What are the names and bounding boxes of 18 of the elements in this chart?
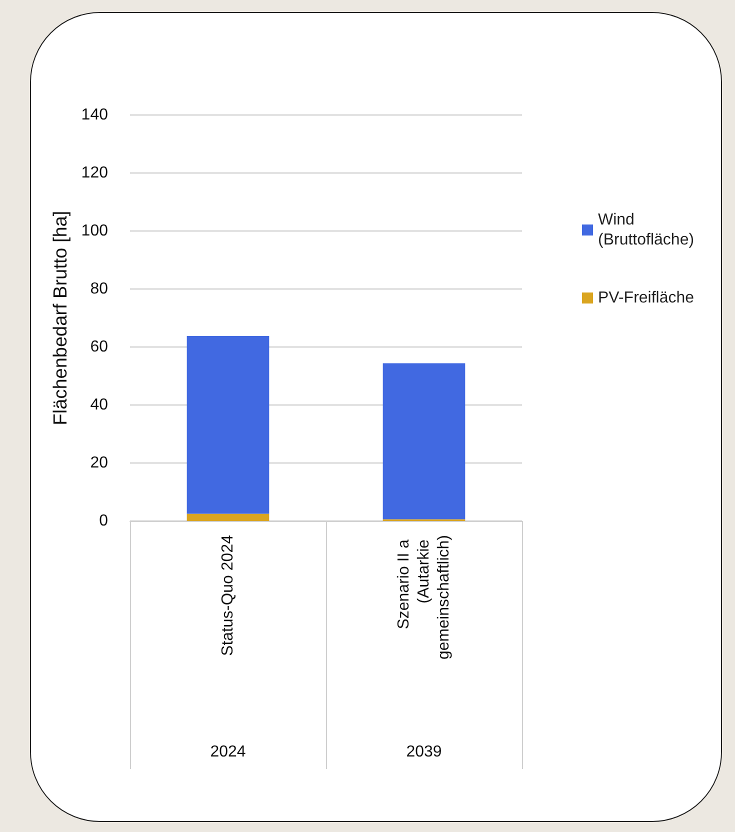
y-tick-label: 0: [99, 512, 108, 530]
y-tick-label: 140: [81, 106, 108, 124]
legend-label: PV-Freifläche: [598, 290, 694, 306]
bar: [186, 514, 270, 521]
y-tick-label: 80: [90, 280, 108, 298]
y-tick-label: 120: [81, 164, 108, 182]
legend-label: Wind (Bruttofläche): [598, 212, 694, 248]
y-axis-title: Flächenbedarf Brutto [ha]: [50, 210, 72, 426]
bar: [186, 336, 270, 514]
text: 2024: [210, 744, 246, 760]
x-tick-label: Szenario II a (Autarkie gemeinschaftlich): [396, 535, 452, 660]
y-tick-label: 60: [90, 338, 108, 356]
text: 2039: [406, 744, 442, 760]
y-tick-label: 20: [90, 454, 108, 472]
y-tick-label: 100: [81, 222, 108, 240]
x-tick-label: Status-Quo 2024: [220, 534, 236, 656]
bar: [382, 363, 466, 520]
y-tick-label: 40: [90, 396, 108, 414]
